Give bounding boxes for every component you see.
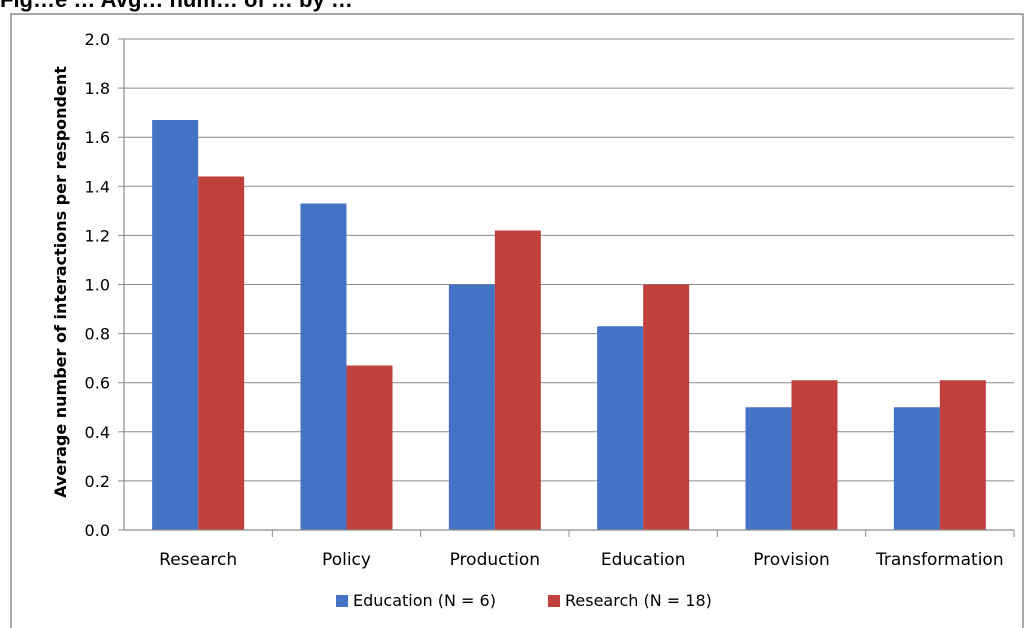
y-axis-label: Average number of interactions per respo… bbox=[51, 66, 70, 498]
y-tick-label: 1.2 bbox=[85, 226, 110, 245]
bar-transformation-series-2 bbox=[939, 380, 986, 530]
x-tick-label: Education bbox=[601, 550, 686, 570]
bar-education-series-1 bbox=[597, 326, 644, 530]
bars bbox=[152, 120, 986, 531]
y-tick-label: 1.6 bbox=[85, 128, 110, 147]
legend-swatch bbox=[336, 595, 348, 607]
x-tick-label: Research bbox=[159, 550, 237, 570]
y-tick-label: 1.4 bbox=[85, 177, 110, 196]
x-tick-label: Production bbox=[450, 550, 540, 570]
y-tick-label: 0.6 bbox=[85, 374, 110, 393]
chart-title: Fig…e … Avg… num… of … by … bbox=[0, 0, 353, 13]
y-tick-labels: 0.0 0.2 0.4 0.6 0.8 1.0 1.2 1.4 1.6 1.8 2.0 bbox=[85, 30, 110, 540]
axes bbox=[118, 38, 1015, 537]
y-tick-label: 0.0 bbox=[85, 521, 110, 540]
bar-provision-series-2 bbox=[791, 380, 838, 530]
x-tick-label: Policy bbox=[322, 550, 371, 570]
y-tick-label: 0.8 bbox=[85, 325, 110, 344]
legend: Education (N = 6) Research (N = 18) bbox=[336, 591, 712, 610]
bar-research-series-1 bbox=[152, 120, 199, 530]
y-tick-label: 1.0 bbox=[85, 276, 110, 295]
legend-label: Education (N = 6) bbox=[353, 591, 496, 610]
y-tick-label: 1.8 bbox=[85, 79, 110, 98]
gridlines bbox=[124, 38, 1014, 482]
bar-production-series-2 bbox=[494, 230, 541, 531]
bar-policy-series-2 bbox=[346, 365, 393, 530]
y-tick-label: 2.0 bbox=[85, 30, 110, 49]
bar-policy-series-1 bbox=[300, 203, 347, 531]
bar-production-series-1 bbox=[448, 284, 495, 530]
y-tick-label: 0.2 bbox=[85, 472, 110, 491]
y-tick-label: 0.4 bbox=[85, 423, 110, 442]
legend-swatch bbox=[548, 595, 560, 607]
x-tick-label: Provision bbox=[753, 550, 830, 570]
bar-transformation-series-1 bbox=[893, 407, 940, 530]
bar-provision-series-1 bbox=[745, 407, 792, 530]
bar-education-series-2 bbox=[643, 284, 690, 530]
x-tick-labels: Research Policy Production Education Provisi… bbox=[159, 550, 1003, 570]
bar-research-series-2 bbox=[198, 176, 245, 531]
x-tick-label: Transformation bbox=[875, 550, 1004, 570]
legend-label: Research (N = 18) bbox=[565, 591, 712, 610]
